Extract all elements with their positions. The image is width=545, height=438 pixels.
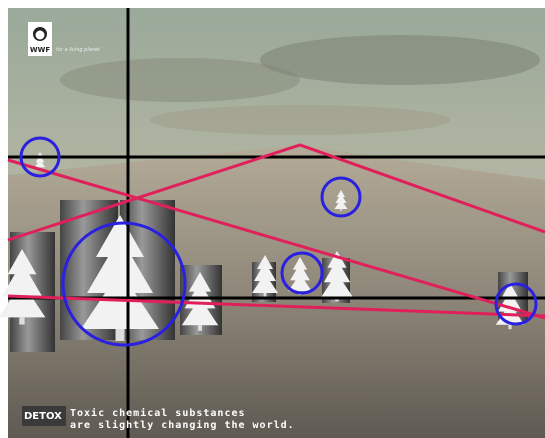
ad-image: WWF for a living planet DETOX Toxic chem… — [0, 0, 545, 438]
page: {"logo": {"name": "WWF", "tagline": "for… — [0, 0, 545, 438]
logo-tagline: for a living planet — [56, 47, 101, 53]
footer-line: Toxic chemical substances — [70, 407, 246, 419]
footer-line: are slightly changing the world. — [70, 419, 295, 431]
logo-name: WWF — [30, 46, 50, 54]
footer-brand: DETOX — [24, 411, 62, 422]
